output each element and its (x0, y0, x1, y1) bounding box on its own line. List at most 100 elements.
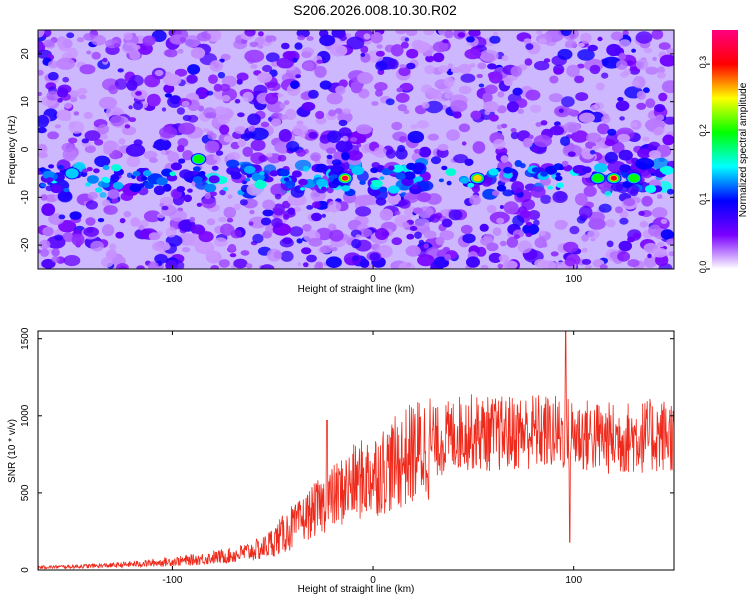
heatmap-cell (113, 43, 121, 48)
heatmap-cell (198, 231, 214, 243)
heatmap-cell (438, 178, 444, 183)
heatmap-cell (430, 156, 442, 165)
heatmap-cell (178, 219, 193, 232)
heatmap-cell (525, 89, 541, 101)
heatmap-cell (140, 176, 148, 181)
heatmap-cell (135, 91, 142, 96)
heatmap-cell (153, 185, 166, 196)
heatmap-cell (248, 221, 254, 226)
heatmap-cell (178, 122, 196, 135)
heatmap-cell (244, 165, 256, 174)
heatmap-cell (327, 130, 342, 143)
heatmap-cell (375, 197, 387, 206)
heatmap-cell (510, 128, 517, 133)
heatmap-cell (234, 98, 241, 104)
heatmap-cell (205, 249, 218, 260)
heatmap-cell (143, 150, 158, 160)
heatmap-cell (79, 64, 96, 75)
heatmap-cell (555, 175, 563, 181)
heatmap-cell (536, 30, 543, 35)
heatmap-cell (530, 186, 546, 198)
heatmap-cell (179, 169, 192, 179)
heatmap-cell (484, 84, 498, 95)
heatmap-cell (40, 183, 46, 188)
heatmap-cell (363, 33, 371, 40)
heatmap-cell (62, 76, 70, 83)
heatmap-cell (210, 265, 219, 269)
heatmap-cell (56, 57, 76, 70)
heatmap-cell (589, 150, 596, 155)
heatmap-cell (39, 239, 51, 250)
heatmap-cell (603, 113, 609, 120)
heatmap-cell (46, 177, 54, 183)
heatmap-cell (657, 241, 665, 248)
heatmap-cell (636, 102, 647, 110)
heatmap-cell (519, 209, 531, 219)
heatmap-cell (574, 75, 585, 84)
heatmap-cell (594, 102, 604, 110)
heatmap-cell (237, 112, 245, 118)
heatmap-cell (635, 59, 649, 70)
heatmap-cell (405, 245, 421, 257)
heatmap-cell (597, 123, 610, 135)
heatmap-cell (226, 217, 234, 223)
heatmap-cell (615, 100, 630, 112)
heatmap-cell (524, 58, 533, 66)
heatmap-cell (206, 90, 214, 96)
heatmap-cell (660, 229, 674, 240)
heatmap-cell (557, 48, 573, 60)
heatmap-cell (406, 62, 416, 70)
heatmap-cell (346, 150, 363, 161)
heatmap-cell (57, 164, 64, 170)
heatmap-cell (391, 237, 403, 246)
heatmap-cell (480, 264, 489, 269)
heatmap-cell (540, 194, 552, 204)
heatmap-cell (331, 159, 342, 166)
heatmap-cell (244, 49, 265, 63)
heatmap-cell (563, 121, 580, 133)
heatmap-cell (406, 48, 419, 59)
heatmap-cell (125, 143, 146, 157)
heatmap-cell (622, 30, 629, 37)
heatmap-cell (510, 65, 523, 77)
heatmap-cell (186, 74, 198, 84)
heatmap-cell (619, 217, 629, 225)
heatmap-cell (177, 138, 189, 148)
heatmap-cell (111, 197, 119, 204)
heatmap-cell (469, 63, 476, 68)
heatmap-x-axis-label: Height of straight line (km) (298, 284, 415, 295)
heatmap-cell (641, 195, 653, 207)
heatmap-cell (187, 114, 199, 123)
heatmap-cell (486, 204, 497, 214)
heatmap-cell (290, 80, 300, 89)
heatmap-cell (334, 108, 343, 114)
heatmap-cell (204, 140, 220, 154)
heatmap-cell (66, 32, 75, 39)
heatmap-cell (142, 170, 152, 177)
heatmap-cell (405, 30, 418, 36)
heatmap-cell (326, 154, 333, 160)
heatmap-cell (569, 33, 575, 39)
heatmap-cell (138, 183, 145, 188)
heatmap-cell (302, 165, 310, 172)
heatmap-cell (132, 171, 141, 177)
heatmap-cell (143, 210, 162, 223)
heatmap-cell (496, 217, 505, 225)
heatmap-cell (503, 201, 519, 215)
heatmap-cell (69, 121, 76, 129)
heatmap-cell (218, 259, 230, 268)
heatmap-cell (498, 254, 510, 263)
heatmap-cell (577, 63, 585, 69)
heatmap-cell (265, 35, 273, 43)
heatmap-cell (400, 82, 413, 91)
heatmap-cell (303, 262, 309, 268)
heatmap-cell (604, 190, 612, 197)
heatmap-y-tick-label: -20 (20, 237, 31, 252)
heatmap-cell (109, 243, 117, 251)
heatmap-cell (277, 93, 284, 98)
heatmap-cell (262, 209, 274, 217)
heatmap-cell (610, 183, 624, 192)
heatmap-cell (319, 34, 336, 47)
heatmap-cell (239, 199, 248, 206)
heatmap-cell (506, 101, 519, 113)
